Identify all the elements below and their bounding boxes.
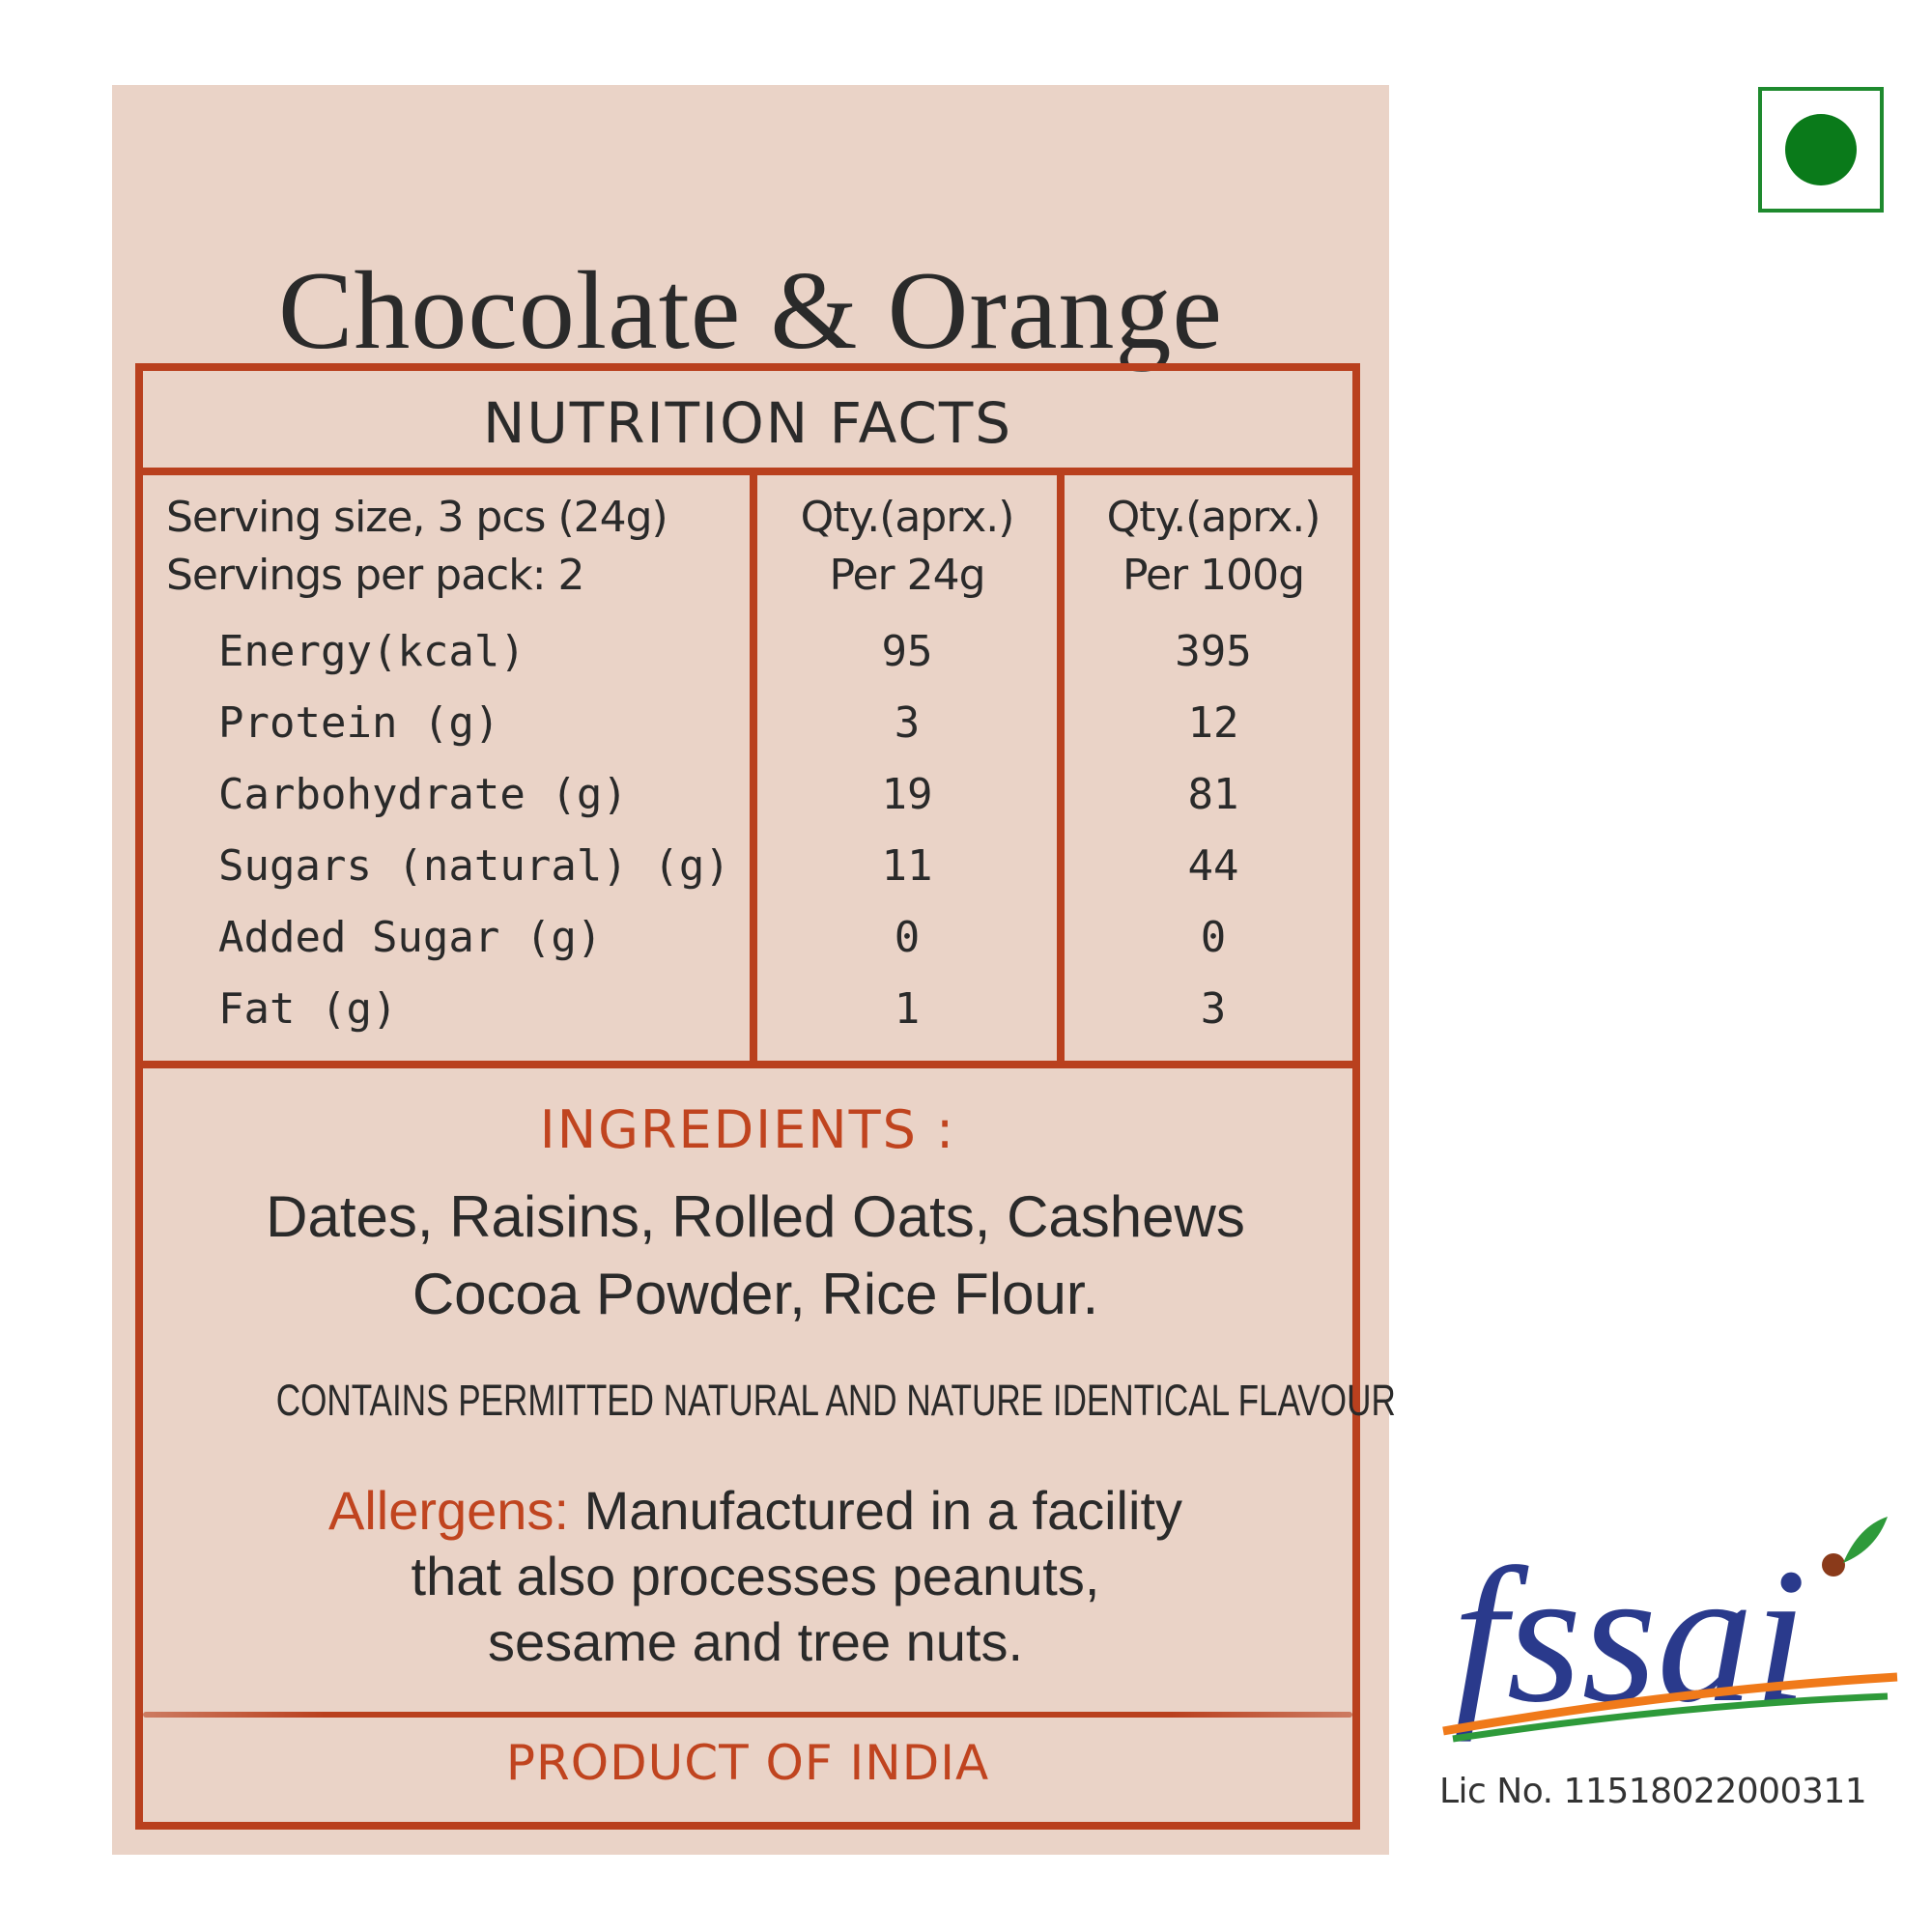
column-divider <box>1057 468 1065 1061</box>
column-header-line: Qty.(aprx.) <box>1106 493 1321 542</box>
nutrient-value-per-24g: 95 <box>881 627 933 676</box>
nutrient-row: Energy(kcal) 95 395 <box>143 616 1352 688</box>
fssai-logo-icon: fssai <box>1434 1507 1917 1748</box>
ingredients-list: Dates, Raisins, Rolled Oats, Cashews Coc… <box>182 1179 1329 1333</box>
nutrient-row: Added Sugar (g) 0 0 <box>143 902 1352 974</box>
divider-line <box>143 1712 1352 1718</box>
nutrient-value-per-100g: 12 <box>1187 698 1239 748</box>
fssai-dot <box>1822 1553 1845 1577</box>
nutrient-row: Protein (g) 3 12 <box>143 688 1352 759</box>
nutrient-name: Carbohydrate (g) <box>218 770 628 819</box>
serving-size: Serving size, 3 pcs (24g) <box>166 493 668 542</box>
nutrient-value-per-24g: 19 <box>881 770 933 819</box>
nutrient-row: Fat (g) 1 3 <box>143 974 1352 1045</box>
nutrient-name: Protein (g) <box>218 698 500 748</box>
nutrient-row: Sugars (natural) (g) 11 44 <box>143 831 1352 902</box>
fssai-swoosh-orange <box>1442 1672 1898 1736</box>
ingredients-line: Dates, Raisins, Rolled Oats, Cashews <box>266 1184 1245 1249</box>
column-header-per-100g: Qty.(aprx.) Per 100g <box>1065 489 1362 605</box>
allergens-statement: Allergens: Manufactured in a facility th… <box>201 1478 1310 1675</box>
servings-per-pack: Servings per pack: 2 <box>166 551 585 600</box>
nutrient-value-per-100g: 0 <box>1200 913 1227 962</box>
allergens-line: sesame and tree nuts. <box>487 1611 1024 1672</box>
column-header-per-24g: Qty.(aprx.) Per 24g <box>757 489 1057 605</box>
product-title: Chocolate & Orange <box>278 249 1223 373</box>
nutrient-value-per-100g: 395 <box>1175 627 1252 676</box>
nutrient-value-per-24g: 3 <box>894 698 921 748</box>
fssai-swoosh-green <box>1452 1692 1889 1743</box>
allergens-lead: Allergens: <box>327 1480 570 1541</box>
allergens-line: Allergens: Manufactured in a facility <box>201 1478 1310 1544</box>
fssai-logo-graphic: fssai <box>1442 1517 1898 1743</box>
nutrition-frame: NUTRITION FACTS Serving size, 3 pcs (24g… <box>135 363 1396 1830</box>
nutrition-table: Serving size, 3 pcs (24g) Servings per p… <box>143 468 1352 1068</box>
allergens-text: Manufactured in a facility <box>583 1480 1182 1541</box>
column-header-line: Qty.(aprx.) <box>800 493 1015 542</box>
nutrient-name: Energy(kcal) <box>218 627 526 676</box>
column-divider <box>750 468 757 1061</box>
nutrient-value-per-100g: 3 <box>1200 984 1227 1034</box>
column-header-line: Per 24g <box>829 551 985 600</box>
nutrient-name: Sugars (natural) (g) <box>218 841 730 891</box>
fssai-leaf-icon <box>1843 1517 1888 1563</box>
nutrient-value-per-100g: 44 <box>1187 841 1239 891</box>
ingredients-title: INGREDIENTS : <box>539 1099 956 1160</box>
nutrient-value-per-24g: 11 <box>881 841 933 891</box>
nutrition-facts-header: NUTRITION FACTS <box>143 371 1352 475</box>
veg-mark-icon <box>1758 87 1884 213</box>
nutrient-value-per-24g: 1 <box>894 984 921 1034</box>
ingredients-line: Cocoa Powder, Rice Flour. <box>412 1262 1099 1326</box>
fssai-logo-text: fssai <box>1453 1529 1807 1743</box>
nutrient-name: Fat (g) <box>218 984 398 1034</box>
fssai-license-number: Lic No. 11518022000311 <box>1439 1772 1867 1811</box>
product-origin: PRODUCT OF INDIA <box>505 1735 990 1791</box>
nutrition-label-panel: Chocolate & Orange NUTRITION FACTS Servi… <box>112 85 1396 1855</box>
nutrient-name: Added Sugar (g) <box>218 913 603 962</box>
nutrient-row: Carbohydrate (g) 19 81 <box>143 759 1352 831</box>
flavour-note: CONTAINS PERMITTED NATURAL AND NATURE ID… <box>275 1376 1396 1425</box>
serving-info: Serving size, 3 pcs (24g) Servings per p… <box>166 489 746 605</box>
nutrient-value-per-100g: 81 <box>1187 770 1239 819</box>
veg-dot <box>1785 114 1857 185</box>
allergens-line: that also processes peanuts, <box>411 1546 1100 1606</box>
column-header-line: Per 100g <box>1122 551 1305 600</box>
nutrient-value-per-24g: 0 <box>894 913 921 962</box>
